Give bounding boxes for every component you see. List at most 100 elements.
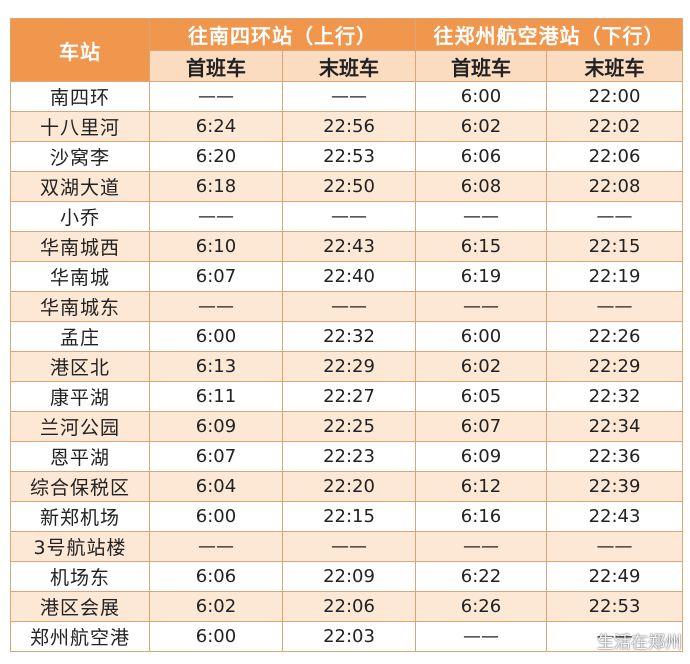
up-first-train-time: —— bbox=[149, 291, 283, 322]
station-name: 华南城东 bbox=[10, 291, 150, 322]
down-last-train-time: 22:53 bbox=[546, 591, 683, 622]
up-first-train-time: 6:00 bbox=[149, 621, 283, 652]
down-first-train-time: 6:22 bbox=[415, 561, 547, 592]
up-first-train-time: 6:20 bbox=[149, 141, 283, 172]
down-last-train-time: —— bbox=[546, 531, 683, 562]
station-name: 郑州航空港 bbox=[10, 621, 150, 652]
up-last-train-time: 22:15 bbox=[282, 501, 416, 532]
down-last-train-header: 末班车 bbox=[546, 50, 683, 82]
table-row: 新郑机场 6:00 22:15 6:16 22:43 bbox=[10, 501, 683, 532]
subway-timetable: 车站 往南四环站（上行） 往郑州航空港站（下行） 首班车 末班车 首班车 末班车… bbox=[10, 18, 683, 652]
up-first-train-time: 6:10 bbox=[149, 231, 283, 262]
up-last-train-time: 22:06 bbox=[282, 591, 416, 622]
station-name: 新郑机场 bbox=[10, 501, 150, 532]
up-last-train-time: —— bbox=[282, 201, 416, 232]
up-first-train-header: 首班车 bbox=[149, 50, 283, 82]
table-row: 华南城西 6:10 22:43 6:15 22:15 bbox=[10, 231, 683, 262]
up-last-train-time: 22:29 bbox=[282, 351, 416, 382]
down-last-train-time: 22:34 bbox=[546, 411, 683, 442]
down-first-train-time: 6:16 bbox=[415, 501, 547, 532]
down-first-train-time: 6:05 bbox=[415, 381, 547, 412]
table-row: 沙窝李 6:20 22:53 6:06 22:06 bbox=[10, 141, 683, 172]
down-last-train-time: 22:43 bbox=[546, 501, 683, 532]
up-first-train-time: 6:24 bbox=[149, 111, 283, 142]
up-last-train-time: 22:20 bbox=[282, 471, 416, 502]
up-last-train-time: 22:23 bbox=[282, 441, 416, 472]
up-first-train-time: 6:02 bbox=[149, 591, 283, 622]
up-last-train-time: 22:53 bbox=[282, 141, 416, 172]
station-column-header: 车站 bbox=[10, 18, 150, 82]
up-first-train-time: 6:00 bbox=[149, 321, 283, 352]
table-row: 机场东 6:06 22:09 6:22 22:49 bbox=[10, 561, 683, 592]
down-last-train-time: —— bbox=[546, 621, 683, 652]
up-first-train-time: 6:11 bbox=[149, 381, 283, 412]
down-first-train-time: 6:08 bbox=[415, 171, 547, 202]
table-row: 3号航站楼 —— —— —— —— bbox=[10, 531, 683, 562]
table-row: 恩平湖 6:07 22:23 6:09 22:36 bbox=[10, 441, 683, 472]
down-first-train-time: 6:09 bbox=[415, 441, 547, 472]
down-first-train-time: 6:02 bbox=[415, 111, 547, 142]
up-last-train-time: 22:43 bbox=[282, 231, 416, 262]
table-row: 小乔 —— —— —— —— bbox=[10, 201, 683, 232]
station-name: 康平湖 bbox=[10, 381, 150, 412]
weibo-icon bbox=[563, 627, 593, 654]
station-name: 3号航站楼 bbox=[10, 531, 150, 562]
station-name: 港区北 bbox=[10, 351, 150, 382]
down-first-train-time: 6:06 bbox=[415, 141, 547, 172]
station-name: 孟庄 bbox=[10, 321, 150, 352]
down-first-train-time: 6:15 bbox=[415, 231, 547, 262]
down-last-train-time: 22:00 bbox=[546, 81, 683, 112]
up-last-train-time: 22:50 bbox=[282, 171, 416, 202]
timetable-body: 南四环 —— —— 6:00 22:00 十八里河 6:24 22:56 6:02 22:02 沙窝… bbox=[10, 81, 683, 652]
table-row: 综合保税区 6:04 22:20 6:12 22:39 bbox=[10, 471, 683, 502]
up-first-train-time: 6:04 bbox=[149, 471, 283, 502]
down-last-train-time: 22:49 bbox=[546, 561, 683, 592]
down-first-train-time: 6:12 bbox=[415, 471, 547, 502]
down-first-train-header: 首班车 bbox=[415, 50, 547, 82]
down-last-train-time: 22:26 bbox=[546, 321, 683, 352]
down-first-train-time: 6:07 bbox=[415, 411, 547, 442]
table-row: 南四环 —— —— 6:00 22:00 bbox=[10, 81, 683, 112]
table-row: 十八里河 6:24 22:56 6:02 22:02 bbox=[10, 111, 683, 142]
down-first-train-time: 6:26 bbox=[415, 591, 547, 622]
up-last-train-time: 22:56 bbox=[282, 111, 416, 142]
down-last-train-time: 22:36 bbox=[546, 441, 683, 472]
table-row: 双湖大道 6:18 22:50 6:08 22:08 bbox=[10, 171, 683, 202]
table-row: 港区会展 6:02 22:06 6:26 22:53 bbox=[10, 591, 683, 622]
up-first-train-time: —— bbox=[149, 201, 283, 232]
up-last-train-time: 22:25 bbox=[282, 411, 416, 442]
station-name: 机场东 bbox=[10, 561, 150, 592]
down-first-train-time: —— bbox=[415, 201, 547, 232]
down-first-train-time: —— bbox=[415, 291, 547, 322]
table-row: 兰河公园 6:09 22:25 6:07 22:34 bbox=[10, 411, 683, 442]
up-last-train-time: 22:40 bbox=[282, 261, 416, 292]
station-name: 双湖大道 bbox=[10, 171, 150, 202]
down-last-train-time: 22:29 bbox=[546, 351, 683, 382]
down-last-train-time: 22:19 bbox=[546, 261, 683, 292]
up-first-train-time: 6:07 bbox=[149, 261, 283, 292]
header-row-directions: 车站 往南四环站（上行） 往郑州航空港站（下行） bbox=[10, 18, 683, 82]
down-first-train-time: 6:02 bbox=[415, 351, 547, 382]
up-last-train-time: 22:03 bbox=[282, 621, 416, 652]
direction-up-header: 往南四环站（上行） bbox=[149, 18, 416, 51]
table-row: 郑州航空港 6:00 22:03 —— —— bbox=[10, 621, 683, 652]
watermark: 生活在郑州 bbox=[563, 627, 682, 654]
up-first-train-time: 6:18 bbox=[149, 171, 283, 202]
up-last-train-time: —— bbox=[282, 531, 416, 562]
up-first-train-time: 6:13 bbox=[149, 351, 283, 382]
up-last-train-time: 22:09 bbox=[282, 561, 416, 592]
up-first-train-time: —— bbox=[149, 81, 283, 112]
station-name: 沙窝李 bbox=[10, 141, 150, 172]
station-name: 恩平湖 bbox=[10, 441, 150, 472]
down-first-train-time: 6:19 bbox=[415, 261, 547, 292]
down-last-train-time: 22:02 bbox=[546, 111, 683, 142]
up-first-train-time: 6:06 bbox=[149, 561, 283, 592]
station-name: 兰河公园 bbox=[10, 411, 150, 442]
table-row: 孟庄 6:00 22:32 6:00 22:26 bbox=[10, 321, 683, 352]
down-last-train-time: 22:15 bbox=[546, 231, 683, 262]
table-row: 康平湖 6:11 22:27 6:05 22:32 bbox=[10, 381, 683, 412]
table-row: 华南城 6:07 22:40 6:19 22:19 bbox=[10, 261, 683, 292]
direction-down-header: 往郑州航空港站（下行） bbox=[415, 18, 683, 51]
down-last-train-time: —— bbox=[546, 201, 683, 232]
up-last-train-time: —— bbox=[282, 81, 416, 112]
